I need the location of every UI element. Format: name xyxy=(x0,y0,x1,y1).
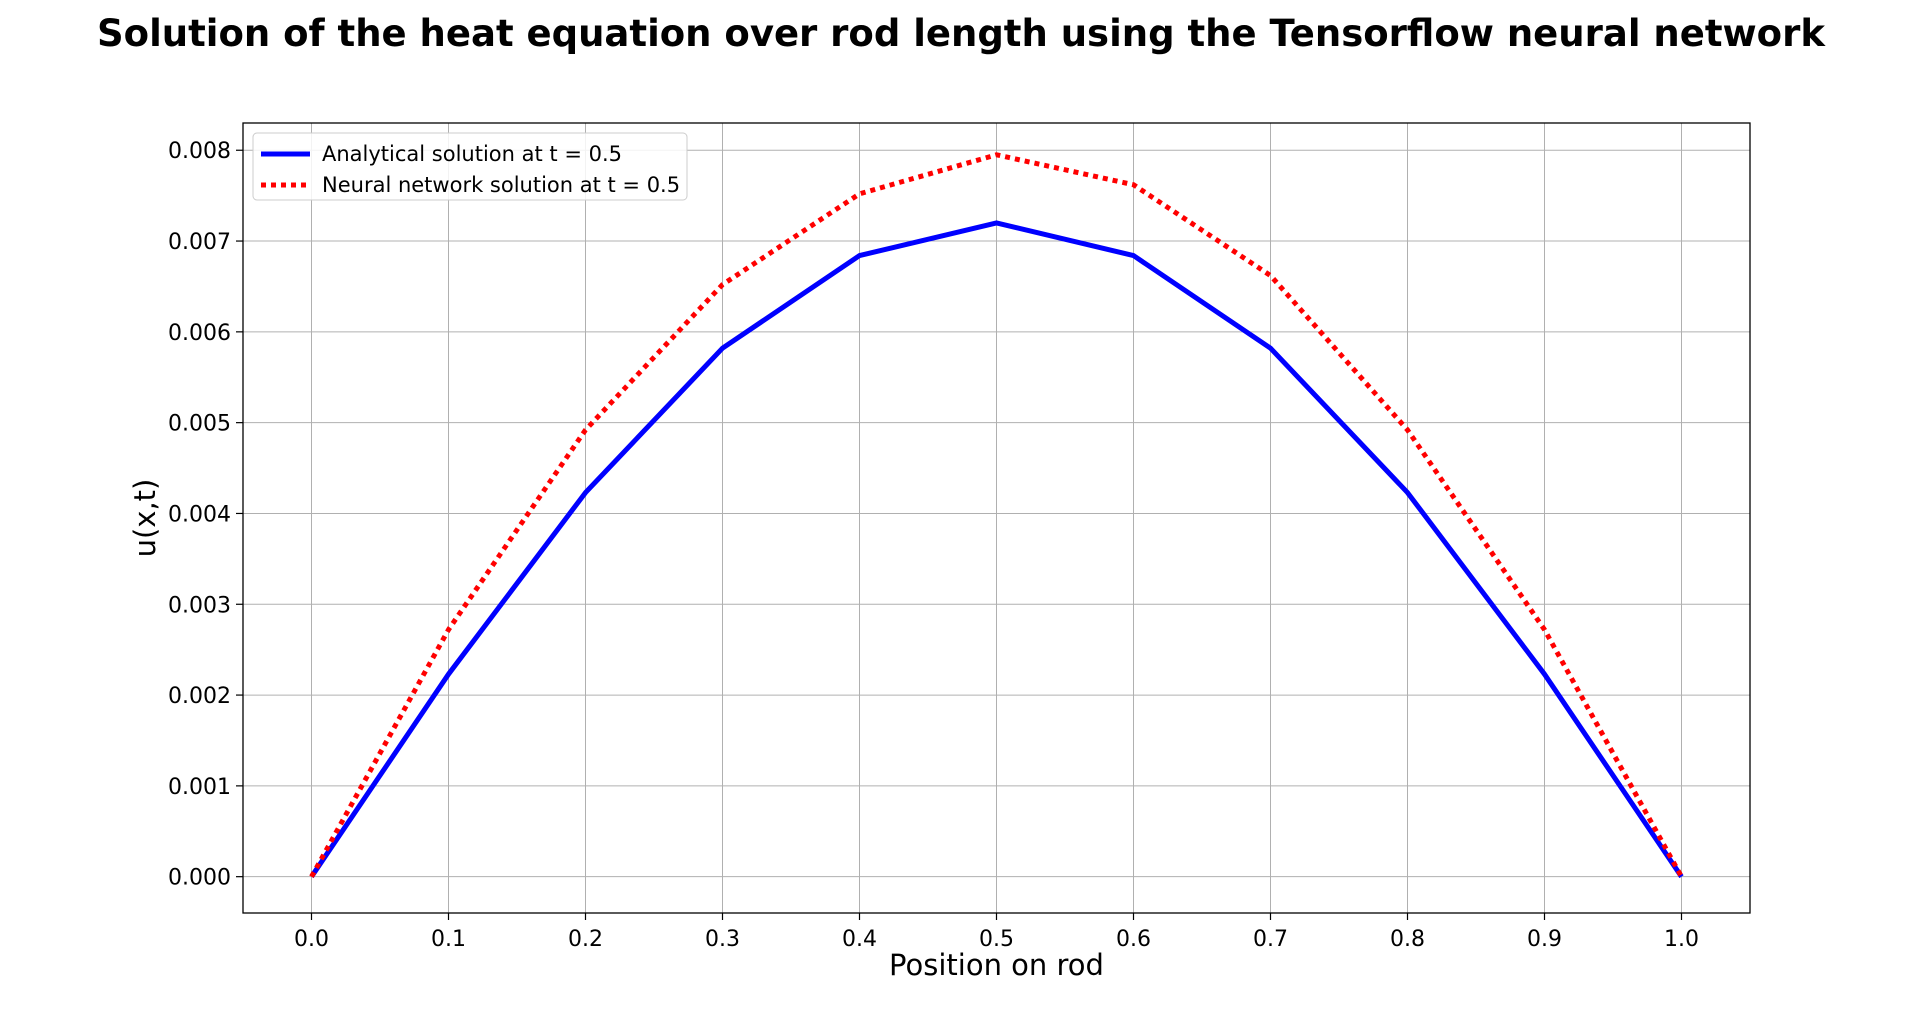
x-tick-label: 1.0 xyxy=(1664,927,1699,952)
legend: Analytical solution at t = 0.5 Neural net… xyxy=(252,132,688,201)
x-tick-label: 0.6 xyxy=(1116,927,1151,952)
y-tick-label: 0.001 xyxy=(168,775,231,800)
y-axis-label: u(x,t) xyxy=(128,479,162,558)
y-tick-label: 0.002 xyxy=(168,684,231,709)
neural-network-solution-line xyxy=(309,152,1684,878)
x-tick-label: 0.3 xyxy=(705,927,740,952)
x-tick-label: 0.0 xyxy=(294,927,329,952)
x-tick-label: 0.5 xyxy=(979,927,1014,952)
legend-label-1: Analytical solution at t = 0.5 xyxy=(322,142,622,166)
legend-box xyxy=(252,132,688,201)
x-axis-label: Position on rod xyxy=(889,948,1104,982)
x-tick-label: 0.2 xyxy=(568,927,603,952)
y-tick-label: 0.005 xyxy=(168,412,231,437)
y-tick-label: 0.007 xyxy=(168,230,231,255)
tick-layer: 0.0 0.1 0.2 0.3 0.4 0.5 0.6 0.7 0.8 0.9 1.0 0.000 0.… xyxy=(168,139,1699,952)
x-tick-label: 0.4 xyxy=(842,927,877,952)
grid xyxy=(243,123,1750,913)
y-tick-label: 0.004 xyxy=(168,502,231,527)
y-tick-label: 0.003 xyxy=(168,593,231,618)
series-layer xyxy=(309,152,1684,879)
x-tick-label: 0.8 xyxy=(1390,927,1425,952)
y-tick-label: 0.006 xyxy=(168,321,231,346)
legend-label-2: Neural network solution at t = 0.5 xyxy=(322,173,680,197)
x-tick-label: 0.1 xyxy=(431,927,466,952)
analytical-solution-line xyxy=(309,220,1684,879)
x-tick-label: 0.9 xyxy=(1527,927,1562,952)
chart-title: Solution of the heat equation over rod l… xyxy=(97,12,1826,55)
y-tick-label: 0.008 xyxy=(168,139,231,164)
y-tick-label: 0.000 xyxy=(168,866,231,891)
x-tick-label: 0.7 xyxy=(1253,927,1288,952)
